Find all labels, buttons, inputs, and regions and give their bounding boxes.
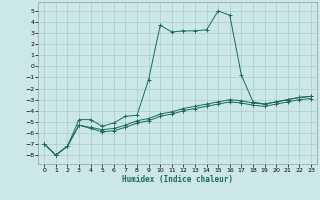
X-axis label: Humidex (Indice chaleur): Humidex (Indice chaleur) bbox=[122, 175, 233, 184]
